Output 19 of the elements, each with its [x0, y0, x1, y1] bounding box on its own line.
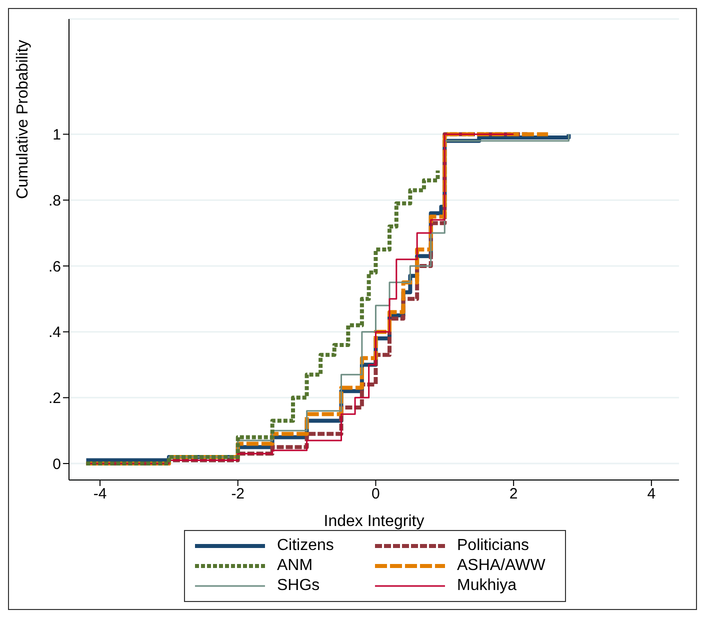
legend-label: Politicians	[457, 537, 530, 555]
y-tick-label: 0	[52, 456, 61, 473]
y-tick-label: .6	[48, 258, 61, 276]
legend-label: SHGs	[277, 577, 320, 595]
x-tick-label: 0	[372, 486, 380, 503]
y-tick-label: .4	[48, 324, 61, 342]
x-tick-label: 4	[647, 486, 656, 503]
legend-label: Citizens	[277, 537, 334, 555]
y-tick-label: .2	[48, 390, 61, 408]
y-tick-label: .8	[48, 192, 61, 210]
legend-label: ANM	[277, 557, 313, 575]
y-axis-title: Cumulative Probability	[14, 40, 32, 199]
x-axis-title: Index Integrity	[324, 513, 424, 530]
x-tick-label: -4	[93, 486, 107, 503]
legend-label: Mukhiya	[457, 577, 517, 595]
y-tick-label: 1	[52, 126, 61, 144]
x-tick-label: 2	[509, 486, 518, 503]
x-tick-label: -2	[231, 486, 245, 503]
legend-label: ASHA/AWW	[457, 557, 546, 575]
